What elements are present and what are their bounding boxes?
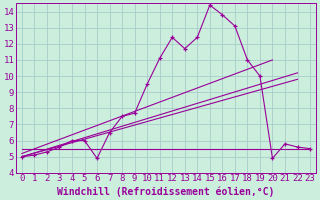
X-axis label: Windchill (Refroidissement éolien,°C): Windchill (Refroidissement éolien,°C): [57, 186, 275, 197]
